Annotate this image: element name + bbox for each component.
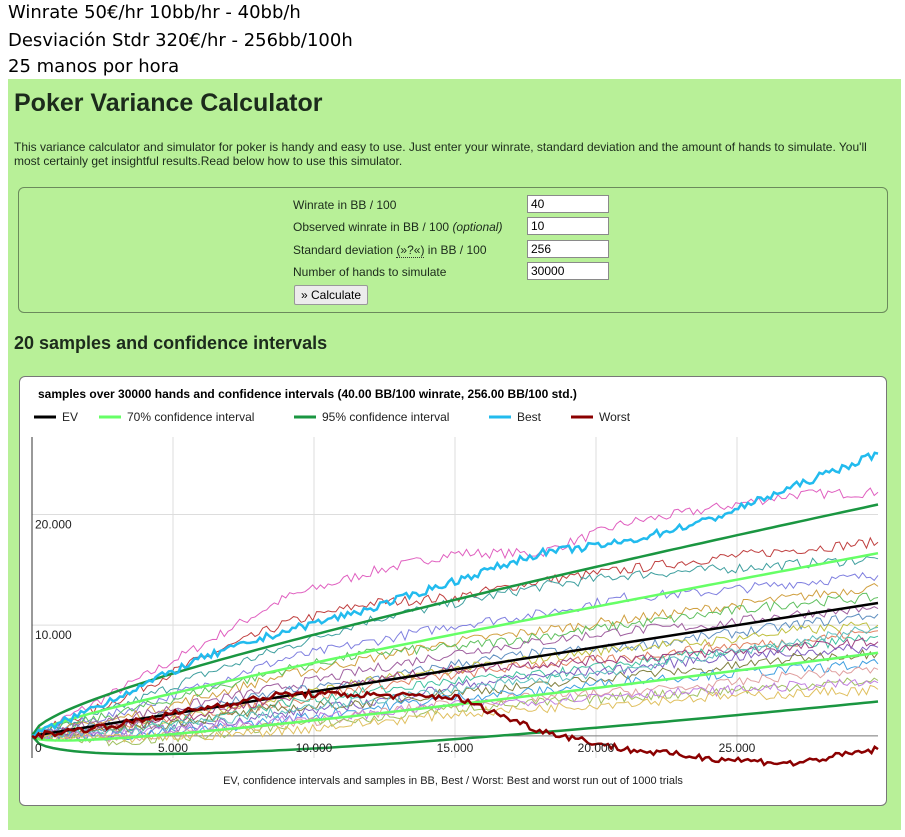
ci70-lower-line [31, 651, 879, 742]
x-tick-label-2: 15.000 [437, 741, 474, 755]
input-form: Winrate in BB / 100 Observed winrate in … [18, 187, 888, 313]
observed-winrate-input[interactable] [527, 217, 609, 235]
chart-title: samples over 30000 hands and confidence … [38, 387, 577, 401]
sample-line-5 [31, 592, 879, 739]
sample-line-13 [31, 648, 879, 741]
hands-input[interactable] [527, 262, 609, 280]
ci70-upper-line [31, 551, 879, 737]
worst-line [31, 688, 879, 767]
y-tick-label-2: 20.000 [35, 517, 72, 531]
y-tick-label-0: 0 [35, 741, 42, 755]
chart-grid [31, 437, 878, 758]
x-tick-label-1: 10.000 [296, 741, 333, 755]
legend-label-2: 95% confidence interval [322, 410, 449, 424]
chart-series [30, 451, 879, 767]
sample-line-3 [31, 571, 879, 740]
chart-caption: EV, confidence intervals and samples in … [223, 775, 683, 787]
variance-chart: samples over 30000 hands and confidence … [30, 387, 879, 787]
legend-label-0: EV [62, 410, 78, 424]
x-tick-label-4: 25.000 [719, 741, 756, 755]
note-winrate: Winrate 50€/hr 10bb/hr - 40bb/h [8, 2, 301, 23]
sample-line-17 [31, 678, 879, 742]
sample-line-0 [31, 487, 879, 740]
hands-label: Number of hands to simulate [293, 265, 447, 279]
observed-winrate-label-text: Observed winrate in BB / 100 [293, 220, 450, 234]
x-tick-label-3: 20.000 [578, 741, 615, 755]
calculate-button[interactable]: » Calculate [294, 285, 369, 305]
sample-line-2 [31, 556, 879, 738]
intro-text: This variance calculator and simulator f… [14, 140, 867, 168]
note-std-dev: Desviación Stdr 320€/hr - 256bb/100h [8, 30, 353, 51]
legend-label-1: 70% confidence interval [127, 410, 254, 424]
note-hands-per-hour: 25 manos por hora [8, 56, 180, 77]
chart-legend: EV 70% confidence interval 95% confidence … [34, 410, 631, 424]
winrate-input[interactable] [527, 195, 609, 213]
sample-line-9 [31, 629, 879, 739]
std-dev-label-text: Standard deviation [293, 243, 394, 257]
sample-line-14 [31, 658, 879, 742]
optional-hint: (optional) [452, 220, 503, 234]
std-dev-help-link[interactable]: (»?«) [396, 243, 425, 258]
x-tick-label-0: 5.000 [158, 741, 188, 755]
std-dev-label-unit: in BB / 100 [427, 243, 487, 257]
page-title: Poker Variance Calculator [14, 89, 323, 117]
ci95-lower-line [31, 700, 879, 756]
chart-ticks: 5.000 10.000 15.000 20.000 25.000 0 10.000 20.0… [35, 517, 756, 755]
calculator-panel: Poker Variance Calculator This variance … [8, 79, 901, 830]
y-tick-label-1: 10.000 [35, 628, 72, 642]
std-dev-input[interactable] [527, 240, 609, 258]
best-line [31, 451, 879, 738]
legend-label-4: Worst [599, 410, 631, 424]
observed-winrate-label: Observed winrate in BB / 100 (optional) [293, 220, 502, 234]
chart-container: samples over 30000 hands and confidence … [19, 376, 887, 806]
winrate-label: Winrate in BB / 100 [293, 198, 397, 212]
legend-label-3: Best [517, 410, 542, 424]
std-dev-label: Standard deviation (»?«) in BB / 100 [293, 243, 487, 258]
sample-line-19 [31, 626, 879, 738]
section-title: 20 samples and confidence intervals [14, 333, 328, 353]
sample-line-18 [31, 684, 879, 744]
ci95-upper-line [30, 503, 879, 737]
sample-line-8 [31, 621, 879, 740]
